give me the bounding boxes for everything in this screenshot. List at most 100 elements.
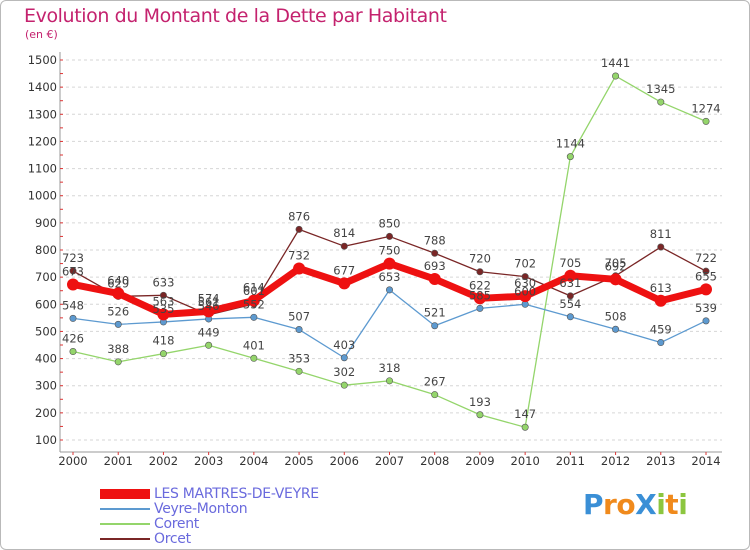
data-label: 507 — [288, 310, 310, 324]
data-label: 629 — [107, 276, 129, 290]
x-tick-label: 2004 — [239, 454, 268, 468]
data-point — [566, 292, 574, 300]
data-point — [612, 72, 620, 80]
data-label: 388 — [107, 342, 129, 356]
legend-item: Orcet — [100, 530, 319, 547]
data-point — [519, 290, 532, 303]
data-label: 677 — [333, 263, 355, 277]
data-label: 692 — [605, 259, 627, 273]
data-point — [521, 273, 529, 281]
data-point — [428, 273, 441, 286]
data-label: 673 — [62, 264, 84, 278]
data-point — [293, 262, 306, 275]
data-label: 403 — [333, 338, 355, 352]
data-label: 548 — [62, 298, 84, 312]
data-label: 732 — [288, 248, 310, 262]
y-tick-label: 700 — [35, 270, 57, 284]
data-label: 318 — [379, 361, 401, 375]
data-label: 600 — [514, 284, 536, 298]
data-label: 720 — [469, 252, 491, 266]
data-label: 147 — [514, 407, 536, 421]
data-point — [250, 354, 258, 362]
x-tick-label: 2000 — [58, 454, 87, 468]
legend-label: Orcet — [154, 530, 191, 547]
data-label: 614 — [243, 280, 265, 294]
data-label: 705 — [605, 256, 627, 270]
legend-swatch — [100, 507, 150, 510]
data-label: 561 — [198, 295, 220, 309]
x-tick-label: 2001 — [104, 454, 133, 468]
proxiti-logo: ProXiti — [583, 488, 688, 521]
data-label: 401 — [243, 338, 265, 352]
logo-letter: P — [583, 488, 604, 521]
y-tick-label: 200 — [35, 406, 57, 420]
logo-letter: X — [635, 488, 657, 521]
data-point — [67, 278, 79, 291]
data-label: 640 — [107, 273, 129, 287]
data-label: 722 — [695, 251, 717, 265]
data-point — [476, 268, 484, 276]
y-tick-label: 900 — [35, 216, 57, 230]
data-label: 622 — [469, 278, 491, 292]
legend-swatch — [100, 488, 150, 499]
data-label: 601 — [243, 284, 265, 298]
data-point — [702, 267, 710, 275]
data-label: 563 — [152, 294, 174, 308]
data-label: 705 — [559, 256, 581, 270]
data-label: 585 — [469, 288, 491, 302]
data-point — [385, 286, 393, 294]
y-tick-label: 1400 — [28, 80, 57, 94]
data-point — [657, 243, 665, 251]
data-point — [340, 354, 348, 362]
data-point — [657, 339, 665, 347]
data-label: 459 — [650, 323, 672, 337]
data-label: 750 — [379, 244, 401, 258]
data-label: 1144 — [556, 137, 585, 151]
y-tick-label: 1200 — [28, 134, 57, 148]
data-point — [295, 225, 303, 233]
x-tick-label: 2003 — [194, 454, 223, 468]
x-tick-label: 2013 — [646, 454, 675, 468]
data-point — [69, 267, 77, 275]
data-point — [521, 423, 529, 431]
logo-letter: t — [665, 488, 679, 521]
data-label: 546 — [198, 299, 220, 313]
data-point — [114, 320, 122, 328]
data-point — [431, 249, 439, 257]
logo-letter: r — [603, 488, 617, 521]
data-label: 449 — [198, 325, 220, 339]
data-point — [159, 350, 167, 358]
data-point — [202, 305, 215, 318]
data-label: 630 — [514, 276, 536, 290]
data-label: 353 — [288, 351, 310, 365]
data-label: 521 — [424, 306, 446, 320]
data-point — [295, 367, 303, 375]
data-label: 788 — [424, 233, 446, 247]
data-point — [157, 308, 170, 321]
data-point — [702, 317, 710, 325]
legend-swatch — [100, 537, 150, 540]
data-label: 193 — [469, 395, 491, 409]
data-label: 693 — [424, 259, 446, 273]
data-point — [473, 292, 486, 305]
logo-letter: o — [616, 488, 636, 521]
data-label: 526 — [107, 304, 129, 318]
x-tick-label: 2010 — [511, 454, 540, 468]
data-point — [431, 322, 439, 330]
y-tick-label: 600 — [35, 297, 57, 311]
data-point — [340, 242, 348, 250]
data-label: 631 — [559, 276, 581, 290]
y-tick-label: 1300 — [28, 107, 57, 121]
data-label: 723 — [62, 251, 84, 265]
data-point — [654, 294, 667, 307]
y-tick-label: 800 — [35, 243, 57, 257]
legend-label: LES MARTRES-DE-VEYRE — [154, 485, 319, 502]
data-point — [609, 273, 622, 286]
data-label: 702 — [514, 257, 536, 271]
data-label: 552 — [243, 297, 265, 311]
data-point — [657, 98, 665, 106]
x-tick-label: 2002 — [149, 454, 178, 468]
x-tick-label: 2012 — [601, 454, 630, 468]
unit-label: (en €) — [25, 28, 58, 41]
